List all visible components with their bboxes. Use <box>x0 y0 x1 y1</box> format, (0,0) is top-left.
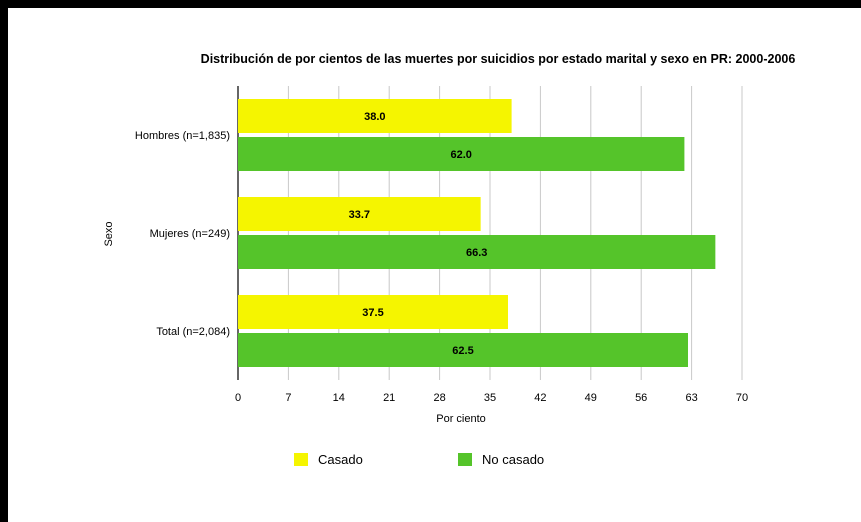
data-label: 62.5 <box>452 345 473 357</box>
data-label: 38.0 <box>364 111 385 123</box>
data-label: 62.0 <box>450 149 471 161</box>
x-tick-label: 21 <box>383 392 395 404</box>
x-tick-label: 0 <box>235 392 241 404</box>
bar-no-casado <box>238 235 716 269</box>
legend-swatch <box>458 453 472 466</box>
y-category-label: Mujeres (n=249) <box>150 228 230 240</box>
bar-casado <box>238 99 512 133</box>
x-tick-label: 35 <box>484 392 496 404</box>
x-tick-label: 49 <box>585 392 597 404</box>
data-label: 33.7 <box>349 209 370 221</box>
bar-casado <box>238 295 508 329</box>
data-label: 66.3 <box>466 247 487 259</box>
chart-title: Distribución de por cientos de las muert… <box>201 52 796 66</box>
y-category-label: Total (n=2,084) <box>156 326 230 338</box>
x-tick-label: 7 <box>285 392 291 404</box>
bar-no-casado <box>238 137 685 171</box>
y-axis-label: Sexo <box>103 221 115 246</box>
x-tick-label: 42 <box>534 392 546 404</box>
y-category-label: Hombres (n=1,835) <box>135 130 230 142</box>
bar-chart: Distribución de por cientos de las muert… <box>103 52 796 467</box>
x-tick-label: 28 <box>433 392 445 404</box>
data-label: 37.5 <box>362 307 383 319</box>
bar-no-casado <box>238 333 688 367</box>
x-tick-label: 56 <box>635 392 647 404</box>
x-tick-label: 70 <box>736 392 748 404</box>
legend-label: No casado <box>482 452 544 467</box>
legend-swatch <box>294 453 308 466</box>
x-tick-label: 63 <box>685 392 697 404</box>
x-axis-label: Por ciento <box>436 413 486 425</box>
chart-frame: Distribución de por cientos de las muert… <box>8 8 861 522</box>
legend-label: Casado <box>318 452 363 467</box>
x-tick-label: 14 <box>333 392 345 404</box>
bar-casado <box>238 197 481 231</box>
